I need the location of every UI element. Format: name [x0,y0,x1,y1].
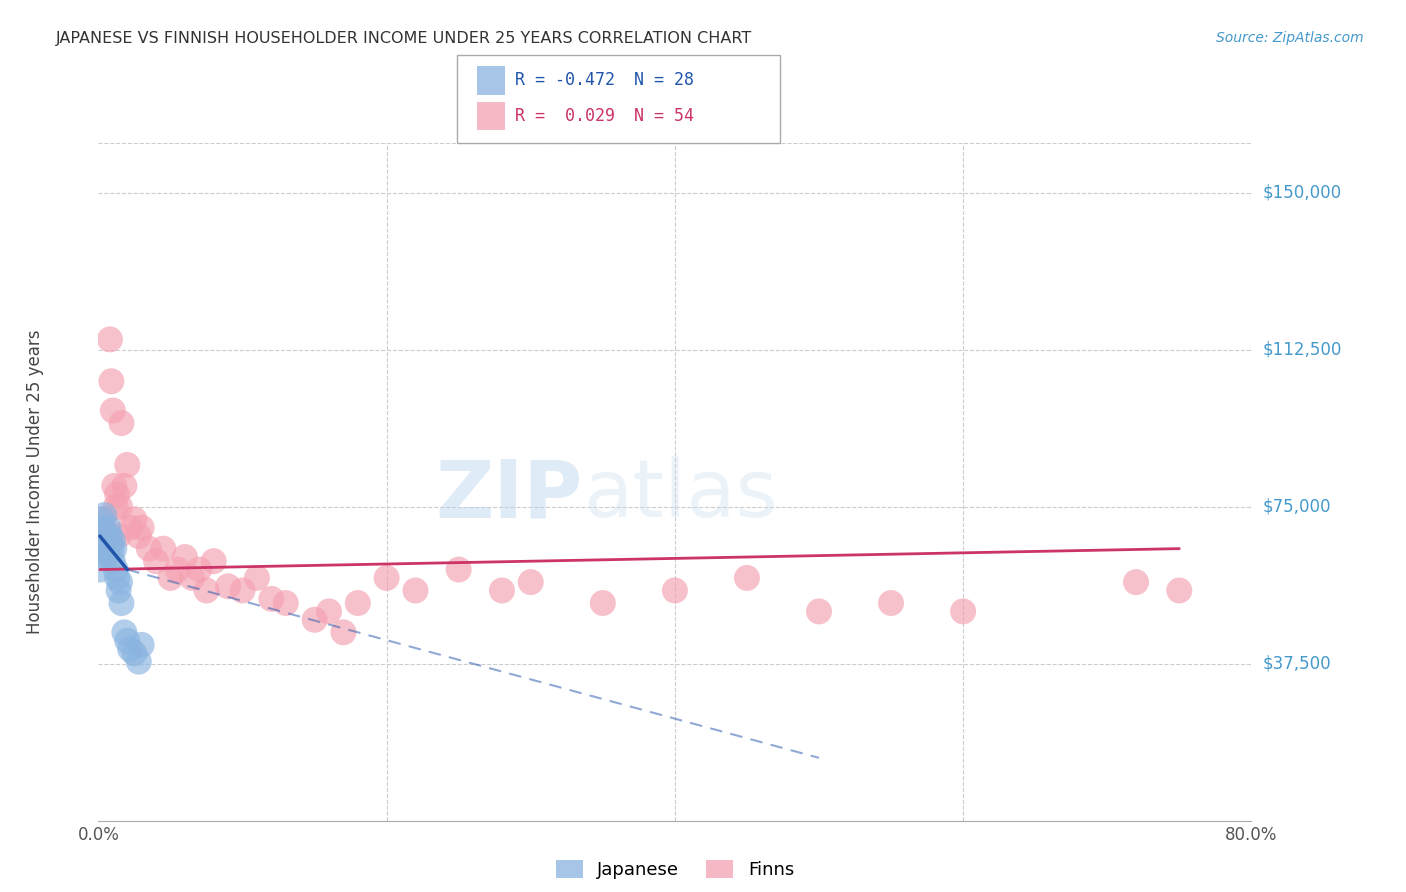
Point [166,563,188,577]
Point [124,646,146,660]
Point [107,583,129,598]
Point [735,571,758,585]
Point [104,563,127,577]
Point [592,596,614,610]
Point [138,541,160,556]
Point [101,403,124,417]
Point [128,655,150,669]
Point [120,521,142,535]
Point [110,596,132,610]
Legend: Japanese, Finns: Japanese, Finns [548,853,801,886]
Point [217,579,239,593]
Text: ZIP: ZIP [436,456,582,534]
Point [101,533,124,548]
Point [332,625,354,640]
Point [375,571,398,585]
Point [90,521,112,535]
Point [1125,575,1147,590]
Point [93,529,115,543]
Point [105,487,128,501]
Point [96,546,118,560]
Point [107,529,129,543]
Point [120,642,142,657]
Point [104,500,127,514]
Point [112,479,135,493]
Point [117,458,138,472]
Point [117,633,138,648]
Point [110,416,132,430]
Point [91,529,114,543]
Point [188,563,211,577]
Point [181,571,204,585]
Point [103,541,125,556]
Point [520,575,543,590]
Point [807,604,830,618]
Point [346,596,368,610]
Point [274,596,297,610]
Point [89,563,111,577]
Point [98,332,121,346]
Point [202,554,225,568]
Point [447,563,470,577]
Text: Householder Income Under 25 years: Householder Income Under 25 years [25,329,44,634]
Point [94,537,117,551]
Point [97,521,120,535]
Point [96,546,118,560]
Point [1168,583,1191,598]
Point [98,529,121,543]
Point [195,583,218,598]
Point [131,521,153,535]
Text: N = 54: N = 54 [634,107,695,125]
Point [96,533,118,548]
Point [100,374,122,388]
Point [108,500,131,514]
Text: $150,000: $150,000 [1263,184,1341,202]
Point [246,571,269,585]
Point [491,583,513,598]
Text: $75,000: $75,000 [1263,498,1331,516]
Text: Source: ZipAtlas.com: Source: ZipAtlas.com [1216,31,1364,45]
Point [94,549,117,564]
Point [91,541,114,556]
Text: JAPANESE VS FINNISH HOUSEHOLDER INCOME UNDER 25 YEARS CORRELATION CHART: JAPANESE VS FINNISH HOUSEHOLDER INCOME U… [56,31,752,46]
Point [128,529,150,543]
Point [880,596,903,610]
Point [318,604,340,618]
Point [108,575,131,590]
Point [124,512,146,526]
Point [101,554,124,568]
Point [145,554,167,568]
Point [405,583,427,598]
Point [952,604,974,618]
Point [94,537,117,551]
Point [131,638,153,652]
Point [103,479,125,493]
Point [152,541,174,556]
Point [90,529,112,543]
Text: N = 28: N = 28 [634,71,695,89]
Point [89,541,111,556]
Point [159,571,181,585]
Point [93,512,115,526]
Point [105,571,128,585]
Point [174,549,197,564]
Text: R =  0.029: R = 0.029 [515,107,614,125]
Point [112,625,135,640]
Text: $37,500: $37,500 [1263,655,1331,673]
Text: $112,500: $112,500 [1263,341,1341,359]
Point [91,521,114,535]
Point [231,583,254,598]
Point [97,529,120,543]
Point [90,512,112,526]
Text: atlas: atlas [582,456,778,534]
Point [304,613,326,627]
Point [260,591,283,606]
Text: R = -0.472: R = -0.472 [515,71,614,89]
Point [100,541,122,556]
Point [93,508,115,523]
Point [664,583,686,598]
